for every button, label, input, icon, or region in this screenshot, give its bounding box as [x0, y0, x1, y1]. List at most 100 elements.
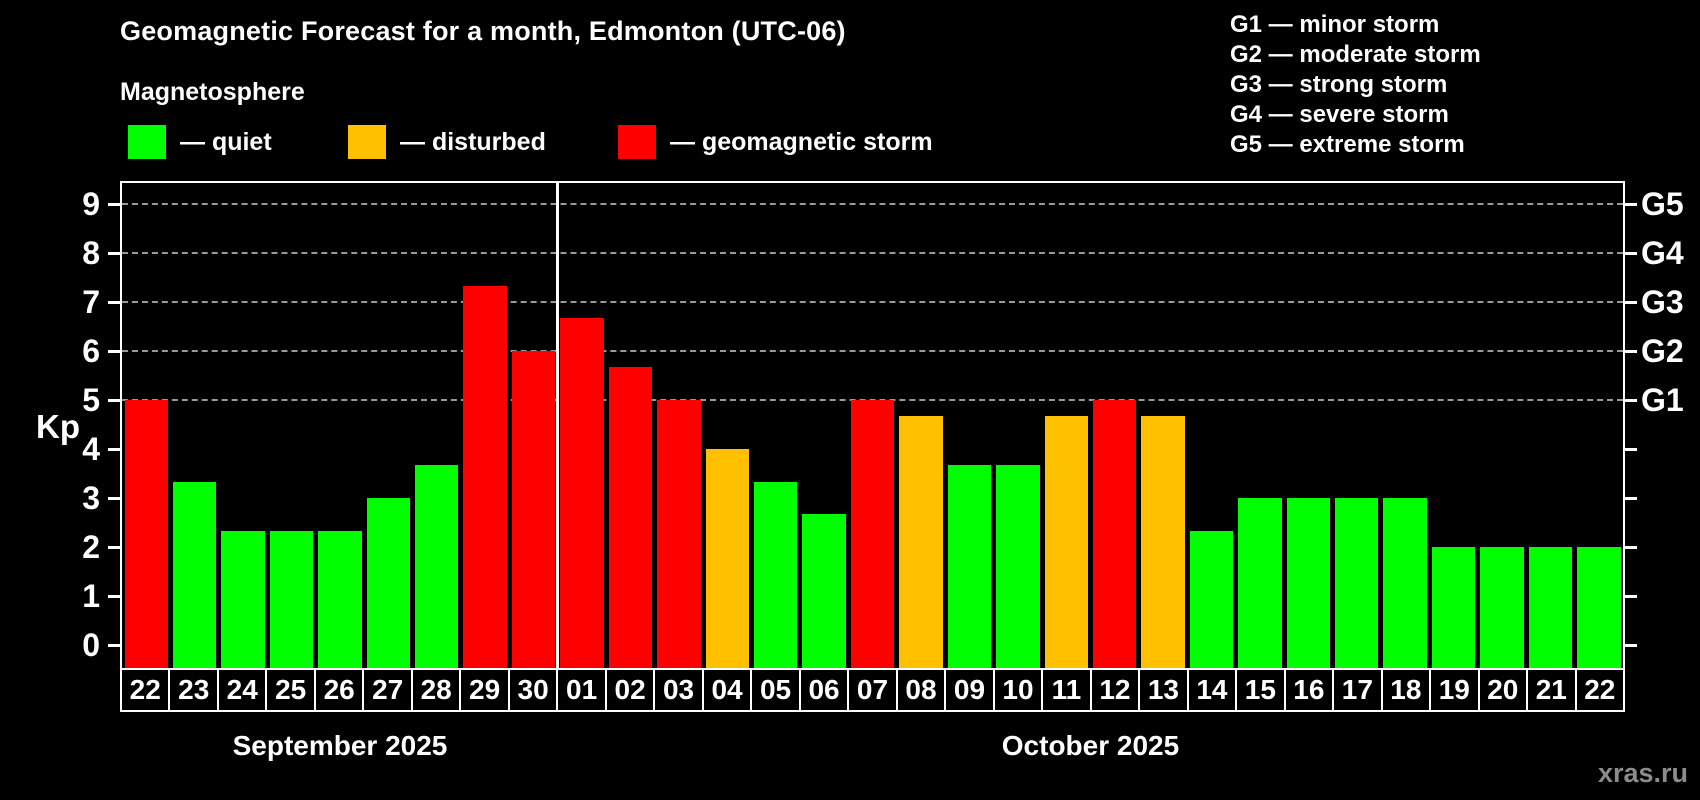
kp-bar-24 — [221, 530, 265, 668]
magnetosphere-label: Magnetosphere — [120, 78, 305, 106]
day-label-sep-25: 25 — [265, 668, 316, 712]
legend-item-quiet: — quiet — [128, 125, 272, 159]
kp-bar-25 — [269, 530, 314, 668]
right-tick-8 — [1625, 252, 1637, 255]
day-label-sep-27: 27 — [362, 668, 413, 712]
g-scale-label-G4: G4 — [1641, 235, 1684, 271]
left-tick-0 — [108, 644, 120, 647]
day-label-oct-14: 14 — [1186, 668, 1238, 712]
kp-bar-18 — [1383, 498, 1427, 668]
kp-bar-08 — [899, 416, 943, 668]
chart-title: Geomagnetic Forecast for a month, Edmont… — [120, 16, 846, 46]
right-tick-3 — [1625, 497, 1637, 500]
kp-bar-20 — [1480, 547, 1524, 668]
day-label-oct-05: 05 — [750, 668, 801, 712]
g-legend-g1: G1 — minor storm — [1230, 11, 1440, 38]
day-label-oct-18: 18 — [1380, 668, 1432, 712]
day-label-oct-08: 08 — [895, 668, 947, 712]
kp-bar-01 — [560, 318, 604, 668]
day-label-oct-07: 07 — [847, 668, 898, 712]
day-label-oct-06: 06 — [798, 668, 850, 712]
left-tick-2 — [108, 546, 120, 549]
day-label-oct-13: 13 — [1138, 668, 1189, 712]
kp-bar-27 — [366, 498, 411, 668]
right-tick-5 — [1625, 399, 1637, 402]
day-label-oct-09: 09 — [944, 668, 995, 712]
left-tick-1 — [108, 595, 120, 598]
day-label-sep-28: 28 — [410, 668, 462, 712]
day-label-sep-23: 23 — [168, 668, 219, 712]
kp-bar-09 — [947, 465, 992, 668]
right-tick-2 — [1625, 546, 1637, 549]
kp-bar-30 — [511, 351, 556, 668]
legend-item-storm: — geomagnetic storm — [618, 125, 933, 159]
kp-bar-15 — [1238, 498, 1282, 668]
gridline-kp7 — [122, 301, 1623, 303]
g-legend-g4: G4 — severe storm — [1230, 101, 1449, 128]
storm-color-swatch — [618, 125, 656, 159]
kp-bar-12 — [1092, 400, 1137, 668]
day-label-oct-10: 10 — [992, 668, 1044, 712]
left-tick-5 — [108, 399, 120, 402]
bars-layer — [122, 183, 1623, 668]
day-label-oct-19: 19 — [1429, 668, 1480, 712]
g-scale-label-G1: G1 — [1641, 382, 1684, 418]
day-label-oct-12: 12 — [1089, 668, 1141, 712]
right-tick-4 — [1625, 448, 1637, 451]
day-label-sep-29: 29 — [459, 668, 510, 712]
gridline-kp6 — [122, 350, 1623, 352]
day-label-oct-01: 01 — [556, 668, 607, 712]
quiet-color-swatch — [128, 125, 166, 159]
day-label-oct-21: 21 — [1526, 668, 1577, 712]
kp-bar-22 — [124, 400, 168, 668]
right-tick-6 — [1625, 350, 1637, 353]
kp-bar-23 — [172, 481, 217, 668]
right-tick-1 — [1625, 595, 1637, 598]
kp-bar-05 — [753, 481, 798, 668]
legend-label-disturbed: — disturbed — [400, 127, 546, 156]
y-tick-label-3: 3 — [82, 480, 100, 516]
kp-bar-17 — [1335, 498, 1379, 668]
left-tick-6 — [108, 350, 120, 353]
g-scale-label-G3: G3 — [1641, 284, 1684, 320]
kp-bar-03 — [657, 400, 701, 668]
day-label-oct-16: 16 — [1283, 668, 1335, 712]
g-legend-g5: G5 — extreme storm — [1230, 131, 1465, 158]
kp-bar-04 — [705, 449, 749, 668]
day-label-oct-03: 03 — [653, 668, 704, 712]
y-tick-label-7: 7 — [82, 284, 100, 320]
y-tick-label-6: 6 — [82, 333, 100, 369]
y-tick-label-1: 1 — [82, 578, 100, 614]
day-label-oct-04: 04 — [701, 668, 753, 712]
day-label-sep-30: 30 — [507, 668, 559, 712]
day-label-oct-22: 22 — [1574, 668, 1626, 712]
gridline-kp8 — [122, 252, 1623, 254]
date-row: 22 23 24 25 26 27 28 29 30 01 02 03 04 05 06 07 08 09 10 11… — [120, 668, 1626, 712]
gridline-kp9 — [122, 203, 1623, 205]
kp-bar-10 — [996, 465, 1040, 668]
kp-bar-07 — [850, 400, 895, 668]
left-tick-3 — [108, 497, 120, 500]
g-legend-g2: G2 — moderate storm — [1230, 41, 1481, 68]
y-tick-label-2: 2 — [82, 529, 100, 565]
right-tick-9 — [1625, 203, 1637, 206]
left-tick-8 — [108, 252, 120, 255]
y-tick-label-9: 9 — [82, 186, 100, 222]
watermark: xras.ru — [1597, 758, 1688, 788]
kp-bar-14 — [1189, 530, 1234, 668]
g-scale-label-G5: G5 — [1641, 186, 1684, 222]
y-axis-title: Kp — [36, 408, 80, 445]
plot-area — [120, 181, 1625, 670]
day-label-oct-20: 20 — [1477, 668, 1529, 712]
kp-bar-29 — [463, 285, 507, 668]
y-tick-label-0: 0 — [82, 627, 100, 663]
right-tick-7 — [1625, 301, 1637, 304]
kp-bar-28 — [415, 465, 459, 668]
month-label-september: September 2025 — [232, 730, 448, 761]
kp-bar-22 — [1577, 547, 1621, 668]
day-label-oct-02: 02 — [604, 668, 656, 712]
y-tick-label-8: 8 — [82, 235, 100, 271]
left-tick-4 — [108, 448, 120, 451]
day-label-oct-15: 15 — [1235, 668, 1286, 712]
y-tick-label-5: 5 — [82, 382, 100, 418]
